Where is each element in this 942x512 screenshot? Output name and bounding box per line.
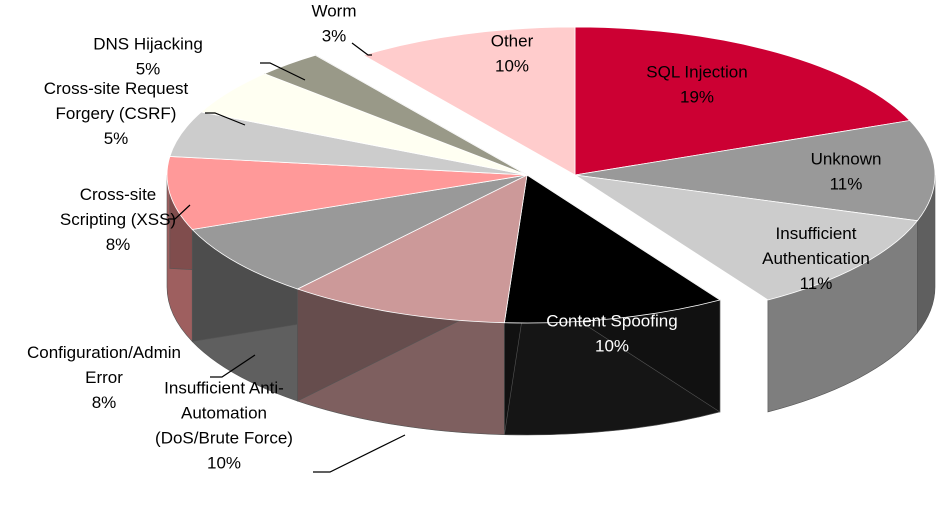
data-labels: SQL Injection 19% Unknown 11% Insufficient Au… xyxy=(27,2,881,473)
data-label-sql-injection: SQL Injection 19% xyxy=(646,63,747,107)
leader-line-cross-site-scripting-xss xyxy=(168,204,191,220)
data-label-worm: Worm 3% xyxy=(311,2,356,46)
leader-lines xyxy=(168,42,406,473)
data-label-insufficient-authentication: Insufficient Authentication 11% xyxy=(762,224,870,293)
pie-slice-worm xyxy=(263,54,528,176)
data-label-cross-site-request-forgery-csrf: Cross-site Request Forgery (CSRF) 5% xyxy=(44,79,189,148)
data-label-dns-hijacking: DNS Hijacking 5% xyxy=(93,35,203,79)
data-label-cross-site-scripting-xss: Cross-site Scripting (XSS) 8% xyxy=(60,185,176,254)
pie-slice-insufficient-authentication xyxy=(574,174,919,301)
pie-slice-content-spoofing xyxy=(503,174,721,324)
pie-slice-sql-injection xyxy=(574,26,911,176)
pie-top-faces xyxy=(166,26,936,324)
leader-line-configuration-admin-error xyxy=(210,354,256,378)
leader-line-cross-site-request-forgery-csrf xyxy=(205,112,246,126)
pie-slice-unknown xyxy=(574,120,936,222)
pie-slice-cross-site-scripting-xss xyxy=(166,156,528,230)
data-label-unknown: Unknown 11% xyxy=(811,150,882,194)
data-label-other: Other 10% xyxy=(491,32,534,76)
leader-line-worm xyxy=(351,42,372,56)
pie-slice-other xyxy=(362,26,576,176)
pie-slice-insufficient-anti-automation-dos-brute-force xyxy=(296,174,528,324)
leader-line-insufficient-anti-automation-dos-brute-force xyxy=(313,434,406,473)
pie-slice-configuration-admin-error xyxy=(191,174,528,290)
data-label-configuration-admin-error: Configuration/Admin Error 8% xyxy=(27,343,181,412)
data-label-insufficient-anti-automation-dos-brute-force: Insufficient Anti-Automation (DoS/Brute F… xyxy=(155,379,293,473)
leader-line-dns-hijacking xyxy=(260,62,306,81)
data-label-content-spoofing: Content Spoofing 10% xyxy=(546,312,677,356)
